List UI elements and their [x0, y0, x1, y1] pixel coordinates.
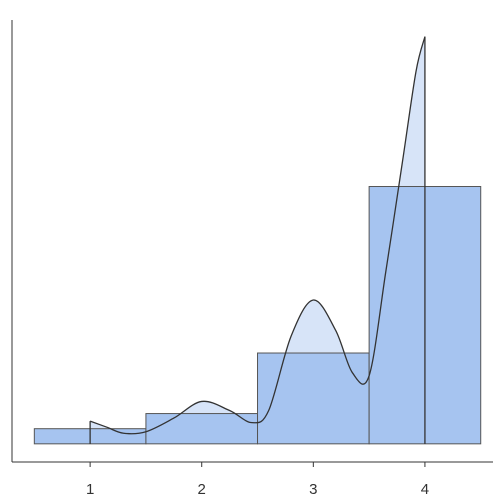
- x-tick-label: 1: [86, 481, 94, 498]
- x-tick-label: 3: [309, 481, 317, 498]
- density-curve: [89, 36, 426, 435]
- x-tick-label: 2: [198, 481, 206, 498]
- bar: [257, 352, 370, 445]
- x-tick-label: 4: [421, 481, 429, 498]
- bar: [145, 413, 259, 445]
